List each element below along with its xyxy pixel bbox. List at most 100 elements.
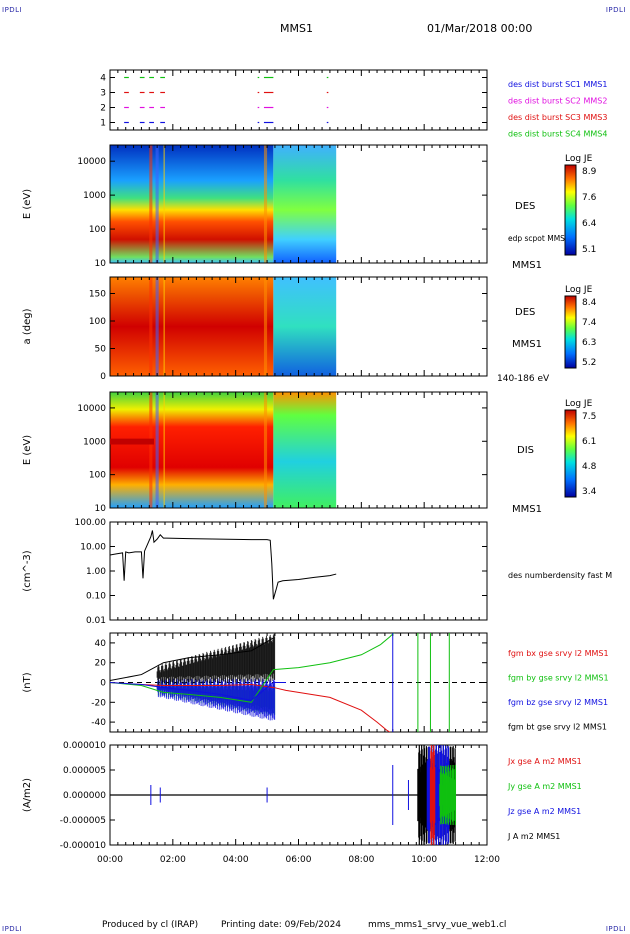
pitch-angle-panel-colorbar-label: Log JE xyxy=(565,285,593,295)
pitch-angle-panel-data-region-1 xyxy=(110,277,274,376)
dis-energy-panel-label: DIS xyxy=(517,445,534,456)
legend-des-dist-burst-sc2-mms2: des dist burst SC2 MMS2 xyxy=(508,97,607,106)
des-energy-panel-ytick-label: 100 xyxy=(89,225,106,235)
burst-panel-ytick-label: 4 xyxy=(100,74,106,84)
burst-panel-ytick-label: 2 xyxy=(100,104,106,114)
density-panel-ylabel: (cm^-3) xyxy=(22,550,33,591)
pitch-angle-panel-colorbar-tick: 5.2 xyxy=(582,358,596,368)
pitch-angle-panel-colorbar-tick: 7.4 xyxy=(582,318,597,328)
bfield-panel-ytick-label: -40 xyxy=(91,718,106,728)
des-energy-panel-colorbar xyxy=(564,164,577,256)
bfield-panel-ylabel: (nT) xyxy=(22,672,33,692)
des-energy-panel-label: MMS1 xyxy=(512,260,542,271)
dis-energy-panel-stripe xyxy=(263,392,268,508)
x-tick-label: 04:00 xyxy=(223,855,249,865)
bfield-panel-ytick-label: 40 xyxy=(95,639,107,649)
footer-print-date: Printing date: 09/Feb/2024 xyxy=(221,920,342,930)
density-panel-ytick-label: 100.00 xyxy=(75,518,107,528)
dis-energy-panel-colorbar-tick: 6.1 xyxy=(582,437,596,447)
des-energy-panel-ylabel: E (eV) xyxy=(22,189,33,219)
dis-energy-panel-ytick-label: 100 xyxy=(89,471,106,481)
des-energy-panel-data-region-2 xyxy=(273,145,337,263)
footer-producer: Produced by cl (IRAP) xyxy=(102,920,199,930)
current-panel-ylabel: (A/m2) xyxy=(22,778,33,812)
dis-energy-panel-ytick-label: 10000 xyxy=(77,404,106,414)
legend-des-dist-burst-sc1-mms1: des dist burst SC1 MMS1 xyxy=(508,80,607,89)
pitch-angle-panel-colorbar xyxy=(564,295,577,369)
bfield-line-000000 xyxy=(110,637,274,682)
pitch-angle-panel-data-region-2 xyxy=(273,277,337,376)
des-energy-panel-label: DES xyxy=(515,201,535,212)
dis-energy-panel-colorbar-tick: 3.4 xyxy=(582,487,597,497)
legend-fgm-bz-gse-srvy-l2-mms1: fgm bz gse srvy l2 MMS1 xyxy=(508,698,608,707)
des-energy-panel-ytick-label: 1000 xyxy=(83,191,106,201)
pitch-angle-panel-ytick-label: 0 xyxy=(100,372,106,382)
des-energy-panel-ytick-label: 10000 xyxy=(77,157,106,167)
legend-jx-gse-a-m2-mms1: Jx gse A m2 MMS1 xyxy=(507,757,582,766)
density-panel-ytick-label: 1.00 xyxy=(86,567,106,577)
des-energy-panel-stripe xyxy=(263,145,268,263)
des-energy-panel-colorbar-label: Log JE xyxy=(565,154,593,164)
legend-jy-gse-a-m2-mms1: Jy gse A m2 MMS1 xyxy=(507,782,582,791)
pitch-angle-panel-ytick-label: 150 xyxy=(89,290,106,300)
dis-energy-panel-stripe xyxy=(163,392,165,508)
current-panel-ytick-label: 0.000005 xyxy=(63,766,106,776)
dis-energy-panel-colorbar-tick: 7.5 xyxy=(582,412,596,422)
x-tick-label: 12:00 xyxy=(474,855,500,865)
legend-density: des numberdensity fast M xyxy=(508,571,612,580)
legend-jz-gse-a-m2-mms1: Jz gse A m2 MMS1 xyxy=(507,807,581,816)
pitch-angle-panel-stripe xyxy=(149,277,153,376)
bfield-panel-ytick-label: 20 xyxy=(95,659,107,669)
x-tick-label: 00:00 xyxy=(97,855,123,865)
legend-des-dist-burst-sc4-mms4: des dist burst SC4 MMS4 xyxy=(508,130,607,139)
legend-fgm-bx-gse-srvy-l2-mms1: fgm bx gse srvy l2 MMS1 xyxy=(508,649,609,658)
current-panel-ytick-label: 0.000000 xyxy=(63,791,106,801)
corner-label-top-left: IPDLI xyxy=(2,6,23,14)
x-tick-label: 02:00 xyxy=(160,855,186,865)
density-line xyxy=(109,530,337,600)
pitch-angle-panel-ylabel: a (deg) xyxy=(22,308,33,344)
des-energy-panel-stripe xyxy=(149,145,153,263)
current-panel-ytick-label: -0.000010 xyxy=(60,841,106,851)
pitch-angle-panel-stripe xyxy=(155,277,159,376)
current-panel-ytick-label: 0.000010 xyxy=(63,741,106,751)
des-energy-panel-colorbar-tick: 5.1 xyxy=(582,245,596,255)
des-energy-panel-stripe xyxy=(163,145,165,263)
bfield-line-e01010 xyxy=(110,682,391,732)
density-panel-ytick-label: 0.10 xyxy=(86,592,106,602)
dis-energy-panel-data-region-1 xyxy=(110,392,274,508)
pitch-angle-panel-label: DES xyxy=(515,307,535,318)
legend-des-dist-burst-sc3-mms3: des dist burst SC3 MMS3 xyxy=(508,113,607,122)
corner-label-bottom-left: IPDLI xyxy=(2,925,23,933)
corner-label-top-right: IPDLI xyxy=(605,6,626,14)
dis-energy-panel-label: MMS1 xyxy=(512,504,542,515)
dis-energy-panel-ytick-label: 1000 xyxy=(83,437,106,447)
burst-panel-frame xyxy=(109,69,488,131)
bfield-panel-ytick-label: -20 xyxy=(91,698,106,708)
bfield-line-1010e0 xyxy=(110,682,286,701)
pitch-angle-panel-stripe xyxy=(163,277,165,376)
bfield-traces xyxy=(110,633,450,732)
density-panel-ytick-label: 10.00 xyxy=(80,543,106,553)
dis-energy-panel-stripe xyxy=(155,392,159,508)
x-tick-label: 06:00 xyxy=(286,855,312,865)
des-energy-panel-colorbar-tick: 7.6 xyxy=(582,193,597,203)
des-energy-panel-label: edp scpot MMS1 xyxy=(508,234,570,243)
dis-energy-panel-data-region-2 xyxy=(273,392,337,508)
pitch-angle-panel-label: 140-186 eV xyxy=(497,374,550,384)
dis-energy-panel-ytick-label: 10 xyxy=(95,504,107,514)
des-energy-panel-ytick-label: 10 xyxy=(95,259,107,269)
bfield-panel-ytick-label: 0 xyxy=(100,679,106,689)
density-panel-ytick-label: 0.01 xyxy=(86,616,106,626)
des-energy-panel-colorbar-tick: 8.9 xyxy=(582,167,597,177)
dis-energy-panel-ylabel: E (eV) xyxy=(22,435,33,465)
x-tick-label: 08:00 xyxy=(348,855,374,865)
burst-panel-ytick-label: 3 xyxy=(100,89,106,99)
current-panel-ytick-label: -0.000005 xyxy=(60,816,106,826)
pitch-angle-panel-stripe xyxy=(263,277,268,376)
legend-j-a-m2-mms1: J A m2 MMS1 xyxy=(507,832,560,841)
corner-label-bottom-right: IPDLI xyxy=(605,925,626,933)
dis-energy-panel-colorbar-tick: 4.8 xyxy=(582,462,597,472)
des-energy-panel-colorbar-tick: 6.4 xyxy=(582,219,597,229)
